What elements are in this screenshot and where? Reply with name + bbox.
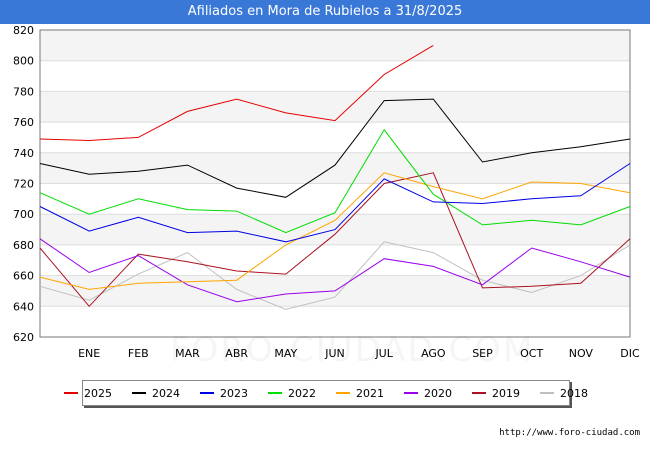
x-tick-label: AGO: [421, 347, 446, 360]
series-line-2024: [39, 98, 631, 198]
legend-label: 2022: [288, 386, 316, 400]
legend-item-2024: 2024: [132, 387, 180, 400]
y-tick-label: 700: [13, 208, 34, 221]
legend-label: 2025: [84, 386, 112, 400]
series-line-2018: [39, 241, 631, 310]
y-tick-label: 660: [13, 270, 34, 283]
y-tick-label: 680: [13, 239, 34, 252]
series-line-2021: [39, 172, 631, 290]
chart-legend: 2025 2024 2023 2022 2021 2020 2019 2018: [64, 380, 588, 406]
legend-swatch: [472, 392, 486, 394]
legend-item-2025: 2025: [64, 387, 112, 400]
y-tick-label: 760: [13, 116, 34, 129]
series-line-2023: [39, 163, 631, 243]
watermark-text: FORO-CIUDAD.COM: [170, 330, 534, 370]
x-tick-label: OCT: [520, 347, 543, 360]
y-tick-label: 820: [13, 24, 34, 37]
legend-label: 2020: [424, 386, 452, 400]
legend-swatch: [540, 392, 554, 394]
x-tick-label: SEP: [472, 347, 493, 360]
legend-item-2018: 2018: [540, 387, 588, 400]
y-tick-label: 640: [13, 300, 34, 313]
legend-label: 2018: [560, 386, 588, 400]
y-tick-label: 740: [13, 147, 34, 160]
x-tick-label: MAR: [175, 347, 200, 360]
legend-swatch: [268, 392, 282, 394]
x-tick-label: JUN: [324, 347, 345, 360]
legend-item-2020: 2020: [404, 387, 452, 400]
x-tick-label: ENE: [78, 347, 100, 360]
legend-label: 2021: [356, 386, 384, 400]
legend-item-2019: 2019: [472, 387, 520, 400]
y-tick-label: 780: [13, 85, 34, 98]
line-chart: 620 640 660 680 700 720 740 760 780 800 820 ENE FEB M…: [13, 24, 640, 360]
legend-item-2023: 2023: [200, 387, 248, 400]
chart-title: Afiliados en Mora de Rubielos a 31/8/202…: [0, 0, 650, 24]
legend-swatch: [404, 392, 418, 394]
x-tick-label: ABR: [225, 347, 248, 360]
legend-item-2021: 2021: [336, 387, 384, 400]
x-tick-label: JUL: [374, 347, 393, 360]
x-tick-label: MAY: [274, 347, 297, 360]
plot-border: [39, 29, 631, 338]
legend-swatch: [64, 392, 78, 394]
legend-swatch: [132, 392, 146, 394]
footer-url: http://www.foro-ciudad.com: [499, 428, 640, 438]
legend-item-2022: 2022: [268, 387, 316, 400]
series-line-2025: [39, 44, 434, 142]
grid-band: [40, 91, 630, 123]
legend-swatch: [336, 392, 350, 394]
legend-label: 2024: [152, 386, 180, 400]
x-tick-label: FEB: [128, 347, 149, 360]
x-tick-label: DIC: [620, 347, 640, 360]
grid-band: [40, 152, 630, 184]
series-line-2020: [39, 238, 631, 303]
y-tick-label: 800: [13, 55, 34, 68]
x-tick-label: NOV: [569, 347, 594, 360]
y-tick-label: 720: [13, 178, 34, 191]
legend-label: 2023: [220, 386, 248, 400]
y-tick-label: 620: [13, 331, 34, 344]
series-line-2022: [39, 128, 631, 234]
series-line-2019: [39, 172, 631, 308]
legend-swatch: [200, 392, 214, 394]
grid-band: [40, 30, 630, 61]
legend-label: 2019: [492, 386, 520, 400]
